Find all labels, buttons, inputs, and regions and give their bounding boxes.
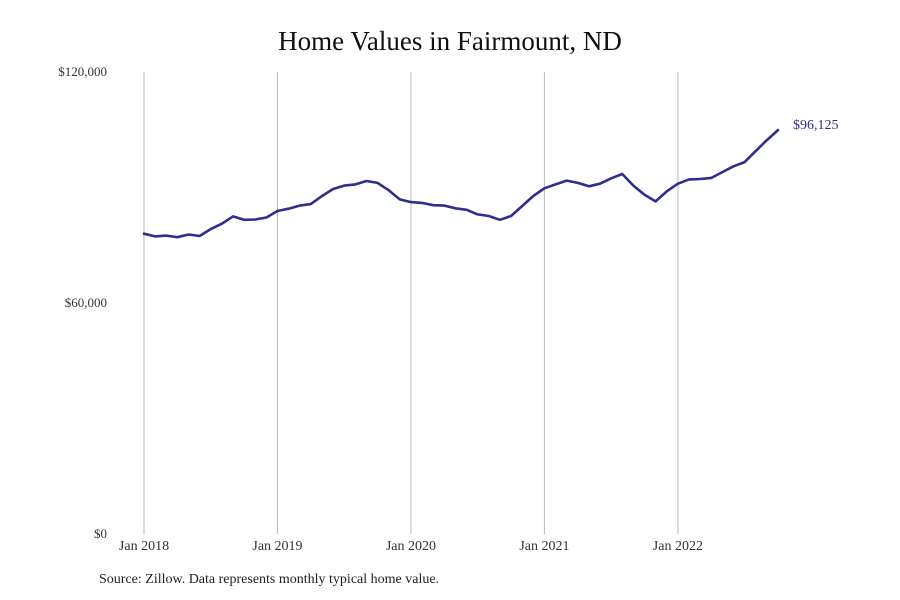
x-tick-label: Jan 2018: [119, 539, 169, 554]
source-note: Source: Zillow. Data represents monthly …: [99, 572, 440, 587]
y-axis-ticks: $0 $60,000 $120,000: [58, 64, 107, 541]
y-tick-label: $0: [94, 526, 107, 541]
y-tick-label: $120,000: [58, 64, 107, 79]
chart-title: Home Values in Fairmount, ND: [278, 26, 622, 56]
x-tick-label: Jan 2020: [386, 539, 436, 554]
series-line: [142, 128, 780, 239]
end-value-label: $96,125: [793, 118, 839, 133]
x-axis-ticks: Jan 2018 Jan 2019 Jan 2020 Jan 2021 Jan 2022: [119, 539, 703, 554]
x-tick-label: Jan 2019: [252, 539, 302, 554]
gridlines: [143, 72, 679, 534]
y-tick-label: $60,000: [65, 295, 107, 310]
series-group: $96,125: [142, 118, 839, 239]
x-tick-label: Jan 2021: [519, 539, 569, 554]
x-tick-label: Jan 2022: [653, 539, 703, 554]
